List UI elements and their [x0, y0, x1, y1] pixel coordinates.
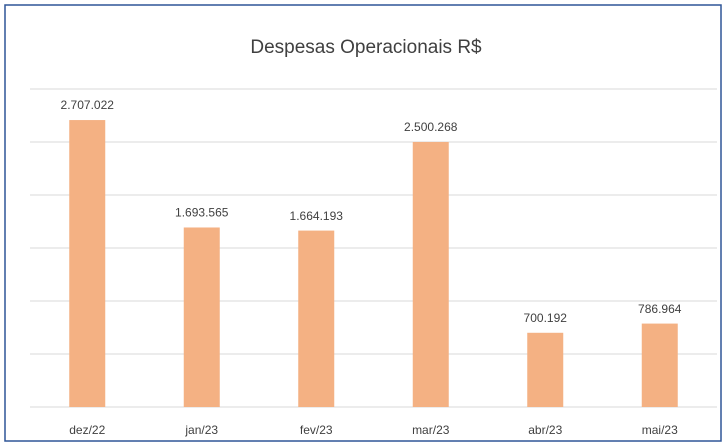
- bar: [298, 230, 335, 407]
- chart-title: Despesas Operacionais R$: [250, 37, 482, 58]
- data-label: 786.964: [638, 302, 682, 316]
- data-label: 2.500.268: [404, 120, 458, 134]
- x-tick-label: jan/23: [184, 423, 218, 437]
- data-label: 700.192: [524, 311, 568, 325]
- bar: [183, 227, 220, 407]
- chart-frame: [4, 4, 722, 442]
- x-tick-label: dez/22: [69, 423, 105, 437]
- x-tick-label: mar/23: [412, 423, 450, 437]
- bar: [412, 141, 449, 407]
- x-tick-label: abr/23: [528, 423, 562, 437]
- data-label: 1.664.193: [290, 209, 344, 223]
- bar: [641, 323, 678, 407]
- bar: [527, 332, 564, 407]
- data-label: 2.707.022: [61, 98, 115, 112]
- bar: [69, 120, 106, 408]
- data-label: 1.693.565: [175, 206, 229, 220]
- x-tick-label: fev/23: [300, 423, 333, 437]
- x-tick-label: mai/23: [642, 423, 678, 437]
